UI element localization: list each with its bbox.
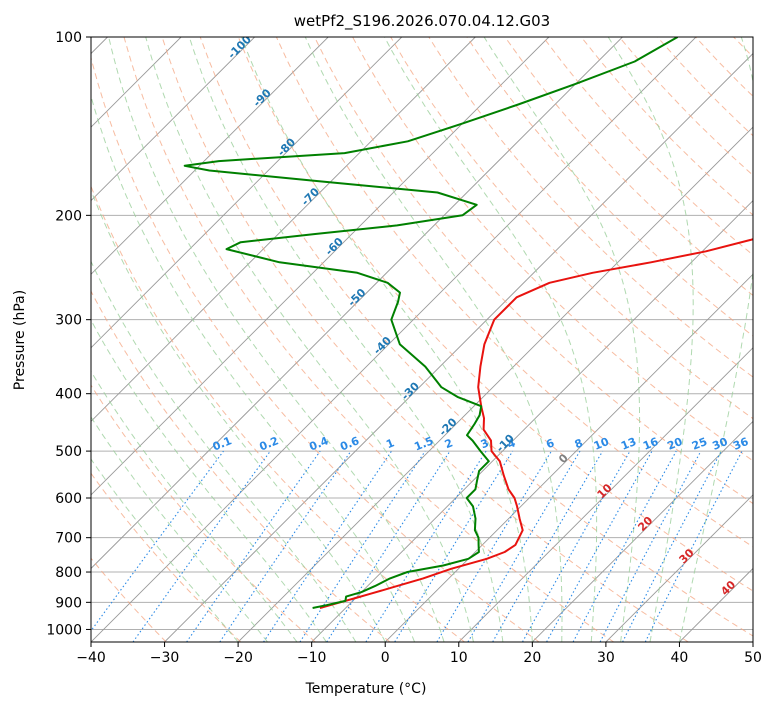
y-tick-label: 300 [55,313,82,329]
y-tick-label: 800 [55,565,82,581]
x-tick-label: 30 [597,650,615,666]
x-tick-label: −30 [150,650,180,666]
x-tick-label: 20 [523,650,541,666]
y-tick-label: 700 [55,531,82,547]
y-tick-label: 500 [55,444,82,460]
y-tick-label: 600 [55,491,82,507]
x-tick-label: −40 [76,650,106,666]
y-tick-label: 1000 [46,622,82,638]
x-tick-label: 40 [671,650,689,666]
x-tick-label: 50 [744,650,762,666]
x-tick-label: 0 [381,650,390,666]
y-axis-label: Pressure (hPa) [12,290,28,390]
chart-title: wetPf2_S196.2026.070.04.12.G03 [294,12,550,31]
y-tick-label: 100 [55,30,82,46]
y-tick-label: 900 [55,595,82,611]
y-tick-label: 400 [55,387,82,403]
x-tick-label: 10 [450,650,468,666]
y-tick-label: 200 [55,208,82,224]
x-axis-label: Temperature (°C) [305,681,427,697]
x-tick-label: −20 [223,650,253,666]
x-tick-label: −10 [297,650,327,666]
